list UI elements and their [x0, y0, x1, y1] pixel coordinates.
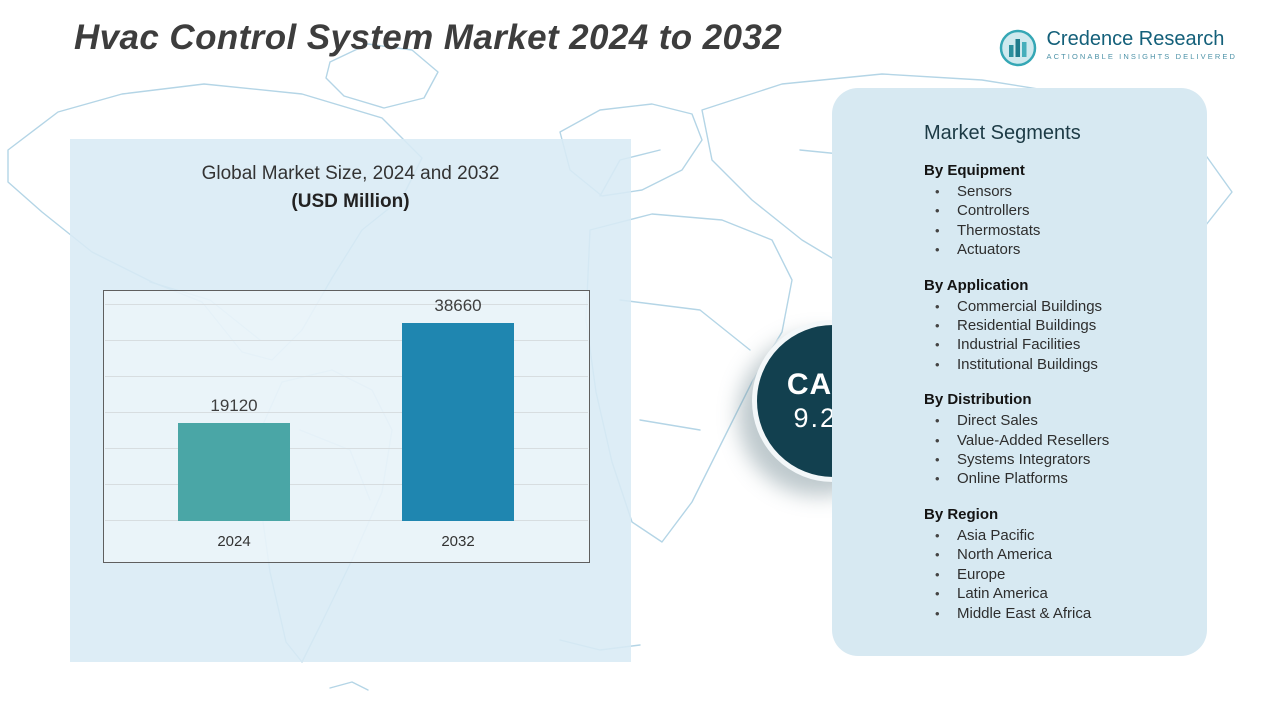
bullet-icon: •: [935, 222, 940, 238]
gridline: [105, 340, 588, 341]
segment-group: By Equipment • Sensors • Controllers • Thermos…: [924, 162, 1187, 260]
gridline: [105, 412, 588, 413]
segment-group: By Region • Asia Pacific • North America • Eur…: [924, 506, 1187, 623]
brand-logo-icon: [1000, 29, 1037, 67]
bullet-icon: •: [935, 586, 940, 602]
segment-heading: By Region: [924, 505, 999, 523]
bullet-icon: •: [935, 356, 940, 372]
segment-heading: By Distribution: [924, 391, 1032, 409]
bullet-icon: •: [935, 337, 940, 353]
bar-category-label: 2024: [217, 533, 251, 550]
segment-item-label: Middle East & Africa: [957, 604, 1092, 622]
segment-item: • Europe: [924, 565, 1187, 584]
segment-item: • Latin America: [924, 584, 1187, 603]
segment-item: • Institutional Buildings: [924, 355, 1187, 374]
chart-title-block: Global Market Size, 2024 and 2032 (USD M…: [70, 160, 631, 216]
segment-item-label: Actuators: [957, 241, 1021, 259]
bar-chart: 19120 2024 38660 2032: [103, 290, 590, 563]
segment-group: By Application • Commercial Buildings • Resi…: [924, 277, 1187, 375]
bullet-icon: •: [935, 242, 940, 258]
chart-subtitle: (USD Million): [291, 191, 410, 212]
bullet-icon: •: [935, 432, 940, 448]
bar-value-label: 19120: [210, 396, 258, 415]
segment-item-label: Thermostats: [957, 221, 1041, 239]
gridline: [105, 448, 588, 449]
segment-item: • Sensors: [924, 182, 1187, 201]
bar-category-label: 2032: [441, 533, 475, 550]
chart-panel: [70, 139, 631, 662]
bar-plot: 19120 2024 38660 2032: [104, 291, 589, 562]
bullet-icon: •: [935, 184, 940, 199]
bullet-icon: •: [935, 203, 940, 219]
brand-logo-text: Credence Research ACTIONABLE INSIGHTS DE…: [1046, 28, 1237, 61]
segment-item-label: Asia Pacific: [957, 526, 1035, 544]
segment-item: • Value-Added Resellers: [924, 431, 1187, 450]
chart-title: Global Market Size, 2024 and 2032: [201, 163, 500, 184]
bullet-icon: •: [935, 566, 940, 582]
segment-item-label: Residential Buildings: [957, 317, 1097, 335]
segment-item: • Residential Buildings: [924, 316, 1187, 335]
segment-item-label: Systems Integrators: [957, 451, 1091, 469]
bullet-icon: •: [935, 318, 940, 334]
brand-tagline: ACTIONABLE INSIGHTS DELIVERED: [1046, 52, 1237, 61]
brand-name: Credence Research: [1046, 28, 1225, 50]
brand-logo: Credence Research ACTIONABLE INSIGHTS DE…: [998, 28, 1237, 68]
segment-item: • North America: [924, 545, 1187, 564]
segment-item-label: Controllers: [957, 202, 1030, 220]
gridline: [105, 376, 588, 377]
bar-2024: [178, 423, 290, 521]
segment-item-label: Online Platforms: [957, 470, 1068, 488]
segments-title: Market Segments: [924, 122, 1081, 144]
gridline: [105, 304, 588, 305]
segment-item-label: Value-Added Resellers: [957, 431, 1110, 449]
segment-groups: By Equipment • Sensors • Controllers • Thermos…: [924, 162, 1187, 623]
market-segments-panel: Market Segments By Equipment • Sensors • Con…: [832, 88, 1207, 656]
segment-item: • Asia Pacific: [924, 526, 1187, 545]
segment-item: • Middle East & Africa: [924, 604, 1187, 623]
segment-item-label: Latin America: [957, 585, 1048, 603]
segment-group: By Distribution • Direct Sales • Value-Added…: [924, 391, 1187, 489]
segment-item: • Thermostats: [924, 221, 1187, 240]
bullet-icon: •: [935, 413, 940, 429]
segment-item: • Online Platforms: [924, 469, 1187, 488]
page-title: Hvac Control System Market 2024 to 2032: [74, 18, 783, 57]
segment-item-label: Europe: [957, 565, 1006, 583]
bar-value-label: 38660: [434, 296, 482, 315]
segment-heading: By Equipment: [924, 162, 1025, 179]
segment-item-label: Direct Sales: [957, 412, 1038, 430]
bullet-icon: •: [935, 298, 940, 314]
gridline: [105, 484, 588, 485]
segment-item: • Actuators: [924, 240, 1187, 259]
segment-item: • Commercial Buildings: [924, 297, 1187, 316]
bullet-icon: •: [935, 452, 940, 468]
segment-item-label: Commercial Buildings: [957, 297, 1103, 315]
segment-item: • Controllers: [924, 201, 1187, 220]
bullet-icon: •: [935, 527, 940, 543]
segment-item-label: Industrial Facilities: [957, 336, 1081, 354]
segment-item: • Direct Sales: [924, 411, 1187, 430]
segment-item: • Systems Integrators: [924, 450, 1187, 469]
bar-2032: [402, 323, 514, 521]
segment-item-label: Sensors: [957, 183, 1013, 200]
segment-item-label: North America: [957, 546, 1053, 564]
gridline: [105, 520, 588, 521]
segment-heading: By Application: [924, 276, 1029, 294]
bullet-icon: •: [935, 547, 940, 563]
bullet-icon: •: [935, 605, 940, 621]
segment-item-label: Institutional Buildings: [957, 355, 1098, 373]
segment-item: • Industrial Facilities: [924, 335, 1187, 354]
bullet-icon: •: [935, 471, 940, 487]
